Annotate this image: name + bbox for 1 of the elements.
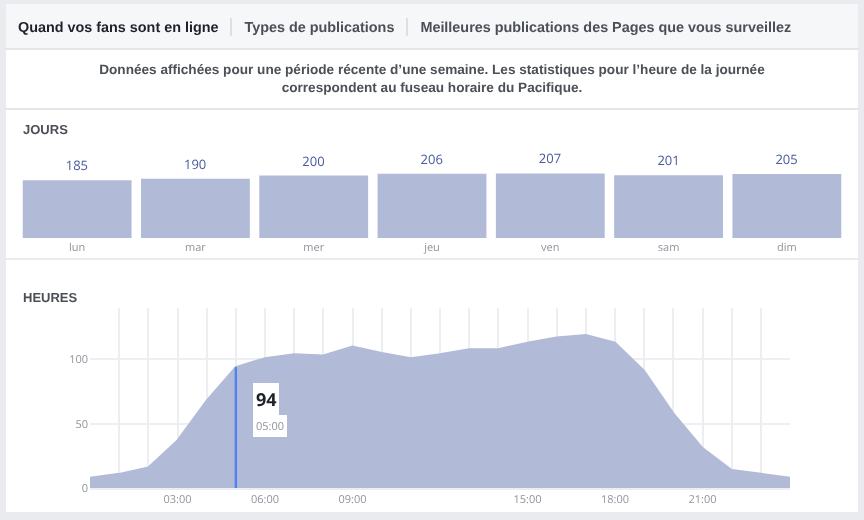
annotation: 94 [256, 386, 277, 412]
